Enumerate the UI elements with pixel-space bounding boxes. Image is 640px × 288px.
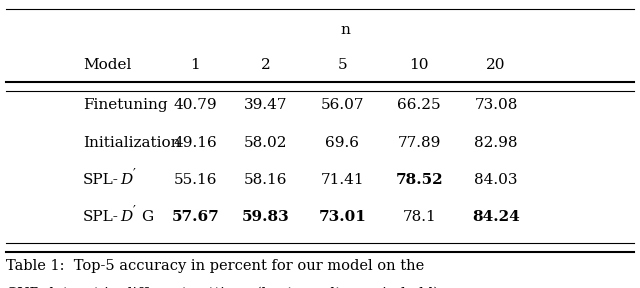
Text: 78.1: 78.1 [403,211,436,224]
Text: 59.83: 59.83 [242,211,289,224]
Text: 71.41: 71.41 [321,173,364,187]
Text: 66.25: 66.25 [397,98,441,112]
Text: 40.79: 40.79 [173,98,217,112]
Text: 5: 5 [337,58,348,72]
Text: Model: Model [83,58,132,72]
Text: Table 1:  Top-5 accuracy in percent for our model on the: Table 1: Top-5 accuracy in percent for o… [6,259,425,273]
Text: 58.16: 58.16 [244,173,287,187]
Text: CUB dataset in different settings (best results are in bold): CUB dataset in different settings (best … [6,287,440,288]
Text: 73.01: 73.01 [319,211,366,224]
Text: n: n [340,23,351,37]
Text: 57.67: 57.67 [172,211,219,224]
Text: D: D [120,211,132,224]
Text: 82.98: 82.98 [474,136,518,149]
Text: Finetuning: Finetuning [83,98,168,112]
Text: 39.47: 39.47 [244,98,287,112]
Text: ′: ′ [133,204,136,218]
Text: 20: 20 [486,58,506,72]
Text: D: D [120,173,132,187]
Text: 10: 10 [410,58,429,72]
Text: SPL-: SPL- [83,173,119,187]
Text: 84.24: 84.24 [472,211,520,224]
Text: 84.03: 84.03 [474,173,518,187]
Text: 2: 2 [260,58,271,72]
Text: 69.6: 69.6 [325,136,360,149]
Text: Initialization: Initialization [83,136,180,149]
Text: SPL-: SPL- [83,211,119,224]
Text: ′: ′ [133,167,136,180]
Text: 77.89: 77.89 [397,136,441,149]
Text: 78.52: 78.52 [396,173,443,187]
Text: 58.02: 58.02 [244,136,287,149]
Text: 1: 1 [190,58,200,72]
Text: 73.08: 73.08 [474,98,518,112]
Text: 55.16: 55.16 [173,173,217,187]
Text: 49.16: 49.16 [173,136,217,149]
Text: G: G [141,211,154,224]
Text: 56.07: 56.07 [321,98,364,112]
